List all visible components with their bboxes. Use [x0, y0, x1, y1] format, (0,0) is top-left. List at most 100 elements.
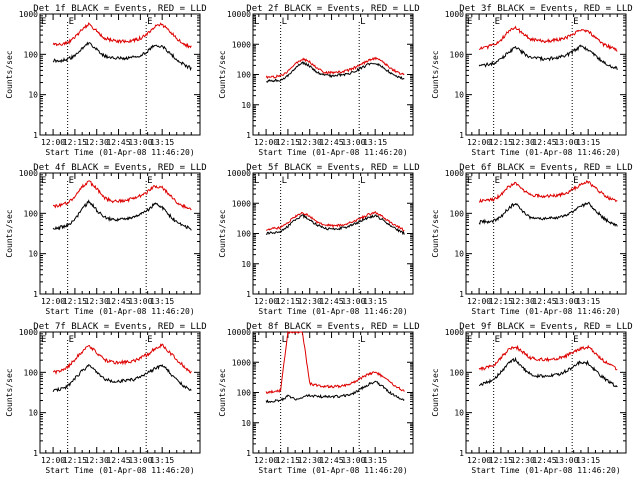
y-tick-label: 1	[246, 290, 251, 299]
plot-frame	[39, 331, 201, 454]
x-tick-label: 12:00	[467, 297, 491, 306]
y-tick-label: 10000	[227, 328, 251, 337]
event-marker-label: E	[147, 176, 152, 186]
y-tick-label: 1000	[445, 10, 464, 19]
x-tick-label: 12:45	[532, 297, 556, 306]
x-axis-label: Start Time (01-Apr-08 11:46:20)	[471, 148, 620, 157]
y-tick-label: 100	[237, 389, 252, 398]
y-tick-label: 10000	[227, 169, 251, 178]
y-tick-label: 1	[459, 290, 464, 299]
y-tick-label: 10	[241, 419, 251, 428]
panel-title: Det 8f BLACK = Events, RED = LLD	[246, 322, 419, 332]
x-axis-label: Start Time (01-Apr-08 11:46:20)	[45, 148, 194, 157]
y-tick-label: 100	[450, 50, 465, 59]
x-tick-label: 12:15	[63, 138, 87, 147]
plot-frame	[39, 172, 201, 295]
event-marker-label: E	[69, 17, 74, 27]
y-tick-label: 1	[246, 131, 251, 140]
x-tick-label: 13:00	[554, 138, 578, 147]
y-tick-label: 100	[450, 209, 465, 218]
x-tick-label: 12:30	[511, 297, 535, 306]
x-tick-label: 13:00	[341, 297, 365, 306]
panel-title: Det 3f BLACK = Events, RED = LLD	[459, 4, 632, 14]
x-tick-label: 12:45	[106, 138, 130, 147]
plot-frame	[465, 331, 627, 454]
event-marker-label: E	[69, 176, 74, 186]
x-tick-label: 12:15	[276, 456, 300, 465]
x-tick-label: 13:15	[150, 297, 174, 306]
series-line-events	[52, 363, 192, 393]
event-marker-label: E	[69, 335, 74, 345]
series-line-lld	[478, 344, 618, 372]
x-tick-label: 13:15	[576, 297, 600, 306]
plot-frame	[252, 172, 414, 295]
series-line-lld	[52, 22, 192, 49]
x-tick-label: 13:00	[128, 456, 152, 465]
series-line-events	[265, 213, 405, 236]
corner-marker-label: E	[41, 335, 46, 345]
x-axis-label: Start Time (01-Apr-08 11:46:20)	[258, 148, 407, 157]
panel-title: Det 2f BLACK = Events, RED = LLD	[246, 4, 419, 14]
panel-title: Det 4f BLACK = Events, RED = LLD	[33, 163, 206, 173]
event-marker-label: L	[282, 17, 287, 27]
x-tick-label: 12:00	[254, 456, 278, 465]
x-tick-label: 12:15	[489, 456, 513, 465]
x-tick-label: 13:15	[363, 456, 387, 465]
x-tick-label: 13:00	[554, 456, 578, 465]
corner-marker-label: E	[467, 17, 472, 27]
x-tick-label: 12:45	[532, 138, 556, 147]
y-tick-label: 1	[33, 290, 38, 299]
detector-panel-8: Det 8f BLACK = Events, RED = LLD 1 10 100 10…	[218, 322, 420, 475]
detector-panel-7: Det 7f BLACK = Events, RED = LLD 1 10 100 10…	[5, 322, 207, 475]
x-tick-label: 13:15	[363, 297, 387, 306]
y-axis-label: Counts/sec	[431, 50, 440, 98]
x-tick-label: 12:15	[489, 138, 513, 147]
series-line-lld	[265, 210, 405, 232]
y-axis-label: Counts/sec	[5, 50, 14, 98]
event-marker-label: L	[282, 176, 287, 186]
y-tick-label: 1	[33, 449, 38, 458]
x-tick-label: 12:15	[489, 297, 513, 306]
series-line-events	[52, 199, 192, 231]
y-tick-label: 100	[237, 71, 252, 80]
series-line-lld	[52, 180, 192, 211]
detector-panel-1: Det 1f BLACK = Events, RED = LLD 1 10 100 10…	[5, 4, 207, 157]
y-tick-label: 1000	[19, 328, 38, 337]
series-line-events	[478, 201, 618, 227]
y-axis-label: Counts/sec	[431, 209, 440, 257]
series-line-events	[478, 356, 618, 388]
x-tick-label: 13:00	[128, 297, 152, 306]
y-axis-label: Counts/sec	[5, 368, 14, 416]
series-line-lld	[478, 180, 618, 203]
x-tick-label: 12:45	[532, 456, 556, 465]
x-tick-label: 13:00	[554, 297, 578, 306]
event-marker-label: E	[495, 176, 500, 186]
y-axis-label: Counts/sec	[5, 209, 14, 257]
x-axis-label: Start Time (01-Apr-08 11:46:20)	[471, 307, 620, 316]
event-marker-label: E	[147, 17, 152, 27]
series-line-lld	[265, 56, 405, 80]
x-tick-label: 12:00	[41, 297, 65, 306]
y-axis-label: Counts/sec	[218, 368, 227, 416]
y-tick-label: 10	[241, 260, 251, 269]
series-line-events	[266, 61, 405, 83]
x-tick-label: 12:30	[511, 138, 535, 147]
x-tick-label: 12:30	[85, 138, 109, 147]
y-tick-label: 100	[24, 50, 39, 59]
y-tick-label: 1	[459, 131, 464, 140]
y-tick-label: 1000	[445, 169, 464, 178]
y-tick-label: 10	[28, 409, 38, 418]
y-tick-label: 1	[459, 449, 464, 458]
x-axis-label: Start Time (01-Apr-08 11:46:20)	[258, 466, 407, 475]
series-line-lld	[52, 343, 192, 375]
detector-panel-3: Det 3f BLACK = Events, RED = LLD 1 10 100 10…	[431, 4, 633, 157]
detector-panel-4: Det 4f BLACK = Events, RED = LLD 1 10 100 10…	[5, 163, 207, 316]
x-axis-label: Start Time (01-Apr-08 11:46:20)	[45, 466, 194, 475]
x-axis-label: Start Time (01-Apr-08 11:46:20)	[258, 307, 407, 316]
series-line-lld	[265, 330, 405, 394]
panel-title: Det 6f BLACK = Events, RED = LLD	[459, 163, 632, 173]
y-axis-label: Counts/sec	[218, 209, 227, 257]
x-axis-label: Start Time (01-Apr-08 11:46:20)	[471, 466, 620, 475]
y-tick-label: 1000	[19, 10, 38, 19]
